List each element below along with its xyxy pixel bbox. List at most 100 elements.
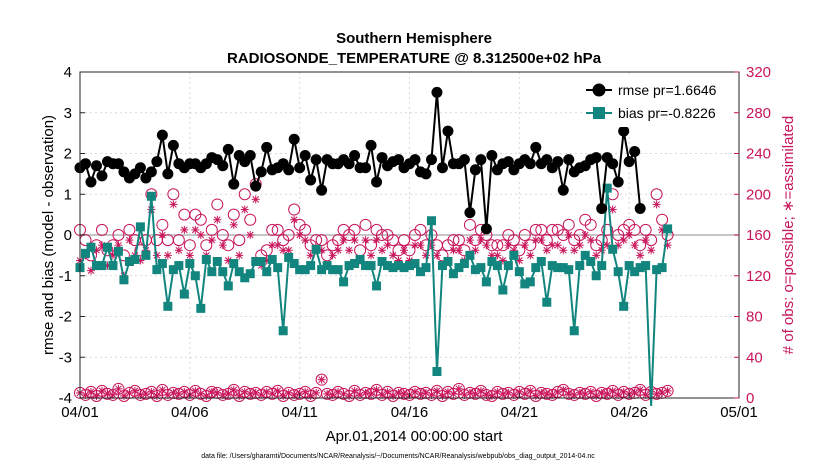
rmse-point [618, 125, 630, 137]
bias-point [492, 261, 502, 271]
rmse-point [134, 162, 146, 174]
legend-box [582, 77, 734, 127]
obs-assimilated-marker [619, 236, 628, 245]
obs-assimilated-marker [279, 246, 288, 255]
bias-series [75, 183, 673, 407]
x-axis: 04/01 04/06 04/11 04/16 04/21 04/26 05/01 [61, 393, 758, 421]
rmse-point [486, 150, 498, 162]
bias-point [339, 277, 349, 287]
bias-point [306, 261, 316, 271]
obs-assimilated-marker [652, 200, 661, 209]
obs-possible-marker [194, 213, 207, 226]
obs-assimilated-bottom-marker [317, 375, 326, 384]
obs-assimilated-bottom-marker [273, 386, 282, 395]
obs-possible-marker [260, 244, 273, 257]
bias-point [229, 259, 239, 269]
y-axis-left: -4 -3 -2 -1 0 1 2 3 4 [59, 64, 85, 407]
rmse-point [480, 223, 492, 235]
y2-tick-label: 120 [746, 268, 771, 285]
obs-assimilated-marker [537, 236, 546, 245]
rmse-point [623, 156, 635, 168]
x-tick-label: 04/01 [61, 404, 99, 421]
obs-possible-marker [650, 188, 663, 201]
x-tick-label: 04/16 [391, 404, 429, 421]
rmse-point [217, 160, 229, 172]
bias-point [608, 244, 618, 254]
obs-assimilated-marker [180, 225, 189, 234]
obs-assimilated-marker [383, 241, 392, 250]
bias-point [547, 261, 557, 271]
rmse-point [90, 160, 102, 172]
obs-assimilated-marker [454, 246, 463, 255]
y-tick-label: 2 [64, 146, 72, 163]
rmse-point [393, 154, 405, 166]
rmse-point [145, 166, 157, 178]
obs-assimilated-marker [625, 231, 634, 239]
obs-assimilated-marker [647, 246, 656, 255]
bias-point [97, 261, 107, 271]
obs-assimilated-bottom-marker [130, 386, 139, 395]
bias-point [498, 285, 508, 295]
rmse-point [557, 184, 569, 196]
rmse-point [376, 152, 388, 164]
obs-possible-marker [518, 229, 531, 241]
rmse-point [365, 139, 377, 151]
bias-point [509, 250, 519, 260]
y-tick-label: -4 [59, 390, 72, 407]
obs-assimilated-marker [421, 251, 430, 260]
rmse-point [294, 162, 306, 174]
bias-point [520, 279, 530, 289]
bias-point [558, 263, 568, 273]
obs-assimilated-marker [564, 231, 573, 239]
bias-point [91, 261, 101, 271]
bias-point [141, 250, 151, 260]
obs-possible-marker [299, 223, 312, 236]
obs-assimilated-marker [559, 246, 568, 255]
obs-possible-marker [233, 234, 246, 247]
rmse-point [96, 170, 108, 182]
y2-tick-label: 80 [746, 309, 763, 326]
bias-point [108, 261, 118, 271]
bias-point [514, 267, 524, 277]
obs-possible-marker [216, 229, 229, 241]
obs-possible-marker [546, 223, 559, 236]
obs-assimilated-marker [553, 241, 562, 250]
bias-point [245, 269, 255, 279]
bias-point [262, 267, 272, 277]
obs-assimilated-marker [526, 251, 535, 260]
obs-possible-marker [172, 234, 185, 247]
y-tick-label: -1 [59, 268, 72, 285]
bias-point [251, 256, 261, 266]
bias-point [394, 261, 404, 271]
rmse-point [156, 129, 168, 141]
obs-assimilated-marker [290, 215, 299, 224]
obs-assimilated-marker [218, 241, 227, 250]
rmse-point [607, 158, 619, 170]
rmse-point [436, 162, 448, 174]
obs-possible-marker [167, 188, 180, 201]
obs-assimilated-marker [389, 251, 398, 260]
obs-possible-marker [205, 223, 218, 236]
rmse-point [316, 184, 328, 196]
obs-assimilated-marker [125, 236, 134, 245]
bias-point [580, 250, 590, 260]
obs-possible-marker [271, 223, 284, 236]
obs-assimilated-bottom-marker [312, 388, 321, 397]
obs-assimilated-marker [586, 236, 595, 245]
bias-point [289, 259, 299, 269]
rmse-point [288, 133, 300, 145]
obs-assimilated-marker [169, 200, 178, 209]
bias-point [443, 256, 453, 266]
y-tick-label: -2 [59, 309, 72, 326]
x-tick-label: 05/01 [720, 404, 758, 421]
obs-assimilated-marker [185, 251, 194, 260]
obs-possible-marker [156, 218, 169, 231]
rmse-point [552, 156, 564, 168]
obs-possible-marker [282, 229, 295, 241]
obs-possible-marker [639, 223, 652, 236]
bias-point [185, 259, 195, 269]
obs-possible-marker [95, 223, 108, 236]
bias-point [569, 326, 579, 336]
obs-assimilated-marker [295, 231, 304, 239]
rmse-point [167, 139, 179, 151]
